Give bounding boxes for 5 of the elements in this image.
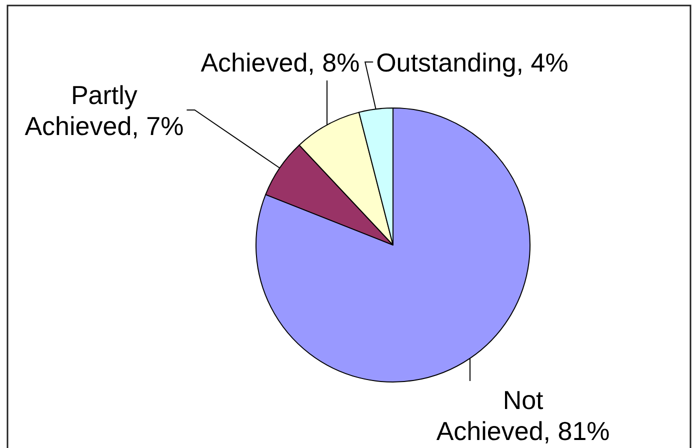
slice-label: Not Achieved, 81% bbox=[436, 384, 610, 446]
slice-label: Outstanding, 4% bbox=[376, 47, 568, 78]
slice-label: Achieved, 8% bbox=[200, 47, 360, 78]
slice-label: Partly Achieved, 7% bbox=[24, 80, 184, 141]
pie-slice bbox=[256, 108, 530, 382]
